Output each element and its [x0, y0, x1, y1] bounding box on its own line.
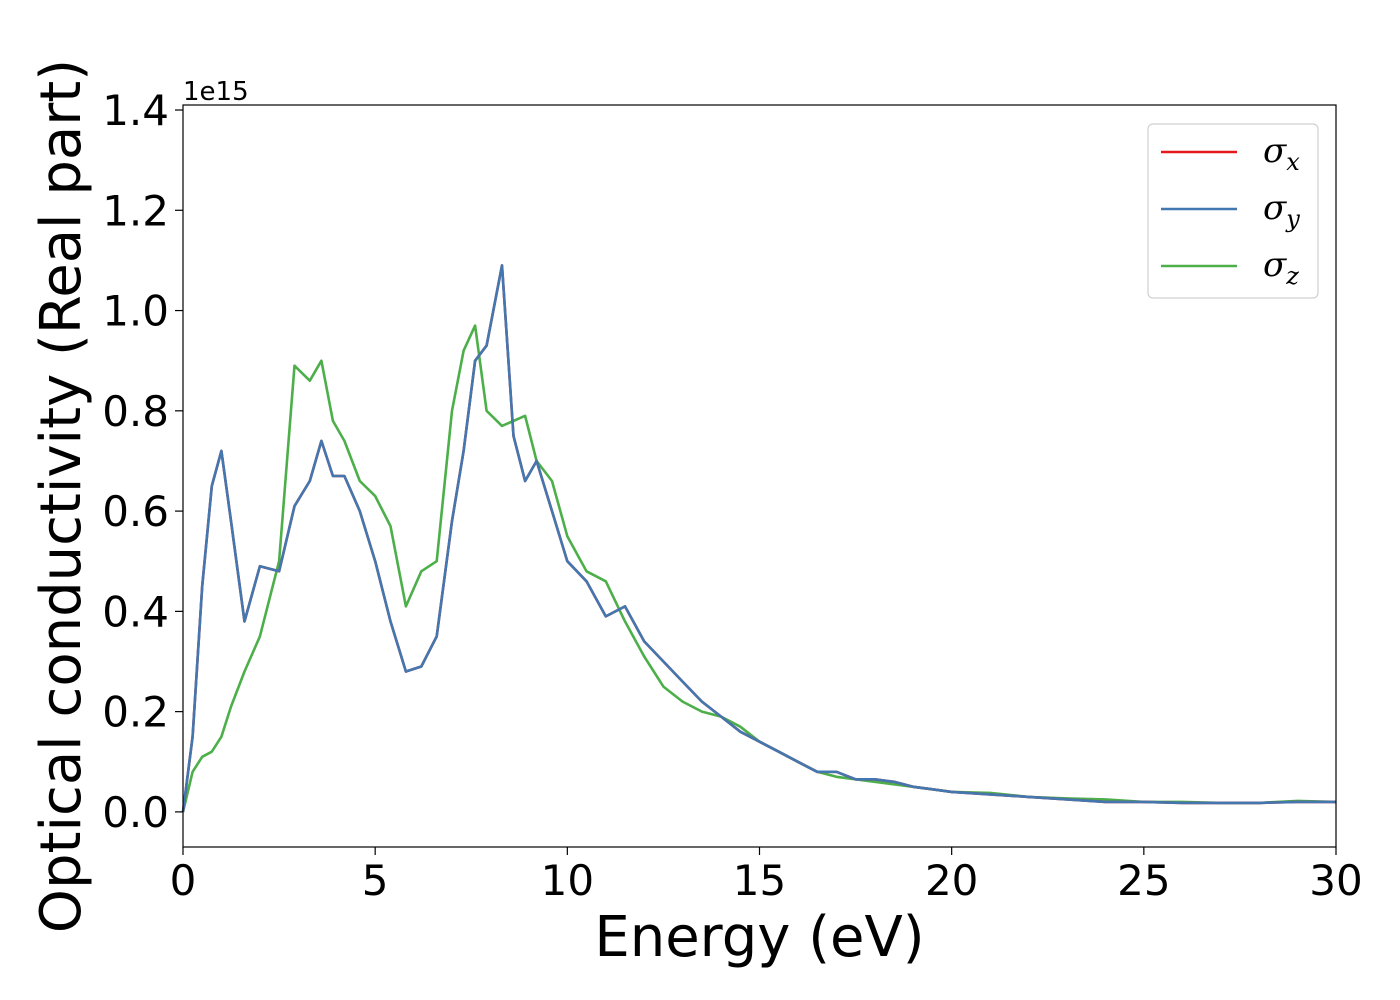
series-line-x	[181, 264, 1336, 813]
legend-label-z: σz	[1263, 245, 1299, 290]
x-tick-label: 20	[925, 856, 978, 905]
x-tick-label: 25	[1117, 856, 1170, 905]
y-offset-label: 1e15	[183, 77, 249, 107]
y-tick-label: 1.2	[102, 186, 169, 235]
y-tick-label: 0.6	[102, 487, 169, 536]
y-axis: 0.0 0.2 0.4 0.6 0.8 1.0 1.2 1.4	[102, 86, 183, 837]
x-axis-label: Energy (eV)	[594, 905, 924, 970]
y-tick-label: 0.0	[102, 788, 169, 837]
y-tick-label: 0.8	[102, 387, 169, 436]
legend-label-subscript: z	[1285, 262, 1299, 290]
series-line-y	[181, 264, 1336, 813]
x-tick-label: 0	[170, 856, 197, 905]
legend-label-symbol: σ	[1263, 245, 1287, 285]
y-tick-label: 0.4	[102, 587, 169, 636]
x-tick-label: 15	[733, 856, 786, 905]
legend-label-y: σy	[1263, 188, 1300, 233]
legend-label-symbol: σ	[1263, 131, 1287, 171]
y-tick-label: 0.2	[102, 688, 169, 737]
series-line-z	[181, 324, 1337, 813]
y-tick-label: 1.0	[102, 287, 169, 336]
y-tick-label: 1.4	[102, 86, 169, 135]
legend-label-x: σx	[1263, 131, 1300, 176]
series-layer	[181, 264, 1337, 813]
x-tick-label: 30	[1309, 856, 1362, 905]
legend-label-subscript: x	[1286, 148, 1300, 176]
legend-box	[1147, 123, 1319, 299]
y-axis-label: Optical conductivity (Real part)	[29, 59, 94, 933]
legend-label-subscript: y	[1285, 205, 1300, 233]
x-tick-label: 10	[541, 856, 594, 905]
x-axis: 0 5 10 15 20 25 30	[170, 847, 1363, 905]
legend-label-symbol: σ	[1263, 188, 1287, 228]
x-tick-label: 5	[362, 856, 389, 905]
